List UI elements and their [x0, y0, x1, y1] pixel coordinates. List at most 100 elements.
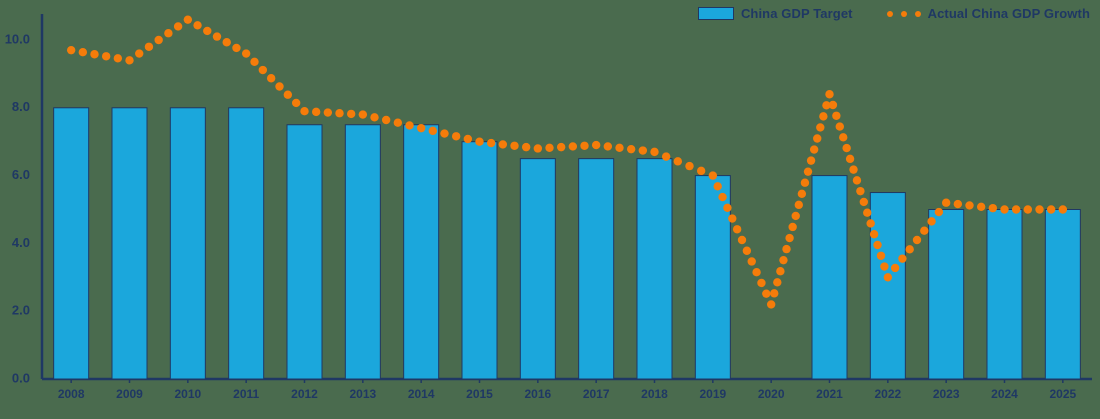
line-dot: [723, 203, 732, 213]
bar-2025[interactable]: [1044, 209, 1081, 380]
line-dot: [988, 203, 998, 213]
line-dot: [737, 235, 747, 245]
line-dot: [816, 123, 825, 132]
line-dot: [661, 152, 671, 161]
line-dot: [580, 141, 589, 150]
line-dot: [1011, 205, 1021, 214]
line-dot: [934, 207, 944, 217]
line-dot: [323, 108, 333, 117]
legend-entry-actual-china-gdp-growth[interactable]: Actual China GDP Growth: [886, 6, 1090, 21]
line-dot: [762, 289, 771, 298]
line-dot: [300, 106, 309, 116]
legend-entry-china-gdp-target[interactable]: China GDP Target: [697, 6, 853, 21]
line-dot: [866, 219, 875, 228]
line-dot: [568, 142, 578, 151]
line-dot: [66, 45, 76, 55]
line-dot: [898, 254, 907, 263]
bar-2012[interactable]: [286, 124, 323, 380]
y-axis-tick-label: 4.0: [12, 235, 30, 250]
line-dot: [852, 176, 862, 185]
line-dot: [164, 29, 173, 38]
line-dot: [822, 101, 831, 110]
line-dot: [381, 115, 391, 125]
bar-2024[interactable]: [986, 209, 1023, 380]
line-dot: [521, 142, 531, 152]
line-dot: [976, 202, 986, 211]
line-dot: [728, 214, 737, 223]
line-dot: [370, 113, 379, 122]
line-dot: [101, 52, 111, 61]
bar-2014[interactable]: [403, 124, 440, 380]
bar-2013[interactable]: [344, 124, 381, 380]
line-dot: [880, 262, 889, 271]
x-axis-tick-label-2013: 2013: [349, 387, 376, 401]
x-axis-tick-label-2010: 2010: [174, 387, 201, 401]
line-dot: [803, 167, 813, 176]
line-dot: [510, 141, 519, 150]
bar-2021[interactable]: [811, 175, 848, 380]
line-dot: [794, 200, 803, 210]
line-dot: [291, 98, 301, 108]
line-dot: [393, 118, 403, 127]
line-dot: [912, 235, 922, 245]
x-axis-tick-label-2011: 2011: [233, 387, 259, 401]
y-axis-tick-label: 6.0: [12, 167, 30, 182]
line-dot: [673, 157, 683, 166]
line-dot: [859, 197, 869, 207]
line-dot: [873, 240, 882, 250]
line-dot: [1000, 205, 1009, 214]
bar-2010[interactable]: [169, 107, 206, 380]
line-dot: [819, 112, 828, 121]
line-dot: [845, 154, 855, 164]
line-dot: [241, 49, 251, 58]
x-axis-tick-label-2009: 2009: [116, 387, 143, 401]
line-dot: [732, 225, 742, 234]
line-dot: [533, 144, 543, 153]
line-dot: [283, 90, 293, 99]
chart-legend: China GDP Target Actual China GDP Growth: [697, 6, 1090, 21]
line-dot: [556, 142, 566, 152]
line-dot: [779, 255, 788, 265]
line-dot: [125, 56, 134, 65]
bar-2016[interactable]: [519, 158, 556, 380]
line-dot: [770, 289, 779, 298]
line-dot: [346, 109, 356, 119]
line-dot: [428, 126, 438, 136]
line-dot: [232, 43, 241, 53]
line-dot: [266, 74, 276, 83]
line-dot: [615, 143, 624, 153]
line-dot: [416, 123, 426, 133]
line-dot: [718, 192, 727, 202]
line-dot: [800, 178, 810, 187]
bar-2018[interactable]: [636, 158, 673, 380]
legend-label-actual-china-gdp-growth: Actual China GDP Growth: [927, 6, 1090, 21]
line-dot: [742, 246, 752, 255]
bar-2011[interactable]: [228, 107, 265, 380]
line-dot: [650, 147, 659, 157]
line-dot: [113, 54, 123, 63]
x-axis-tick-label-2016: 2016: [524, 387, 551, 401]
x-axis-tick-label-2023: 2023: [933, 387, 960, 401]
line-dot: [405, 121, 414, 130]
bar-2017[interactable]: [578, 158, 615, 380]
line-dot: [626, 144, 636, 154]
line-dot: [869, 230, 879, 239]
line-dot: [591, 140, 601, 150]
y-axis-tick-label: 0.0: [12, 370, 30, 385]
line-dot: [335, 109, 344, 118]
line-dot: [773, 278, 782, 287]
line-dot: [941, 198, 951, 207]
bar-2015[interactable]: [461, 141, 498, 380]
bar-2023[interactable]: [928, 209, 965, 380]
bar-2022[interactable]: [869, 192, 906, 380]
line-dot: [1046, 205, 1056, 214]
line-dot: [183, 15, 193, 24]
line-dot: [825, 90, 834, 99]
line-dot: [1023, 205, 1033, 214]
bar-2009[interactable]: [111, 107, 148, 380]
line-dot: [463, 134, 473, 144]
bar-2008[interactable]: [53, 107, 90, 380]
line-dot: [498, 140, 508, 149]
line-dot: [863, 208, 872, 217]
